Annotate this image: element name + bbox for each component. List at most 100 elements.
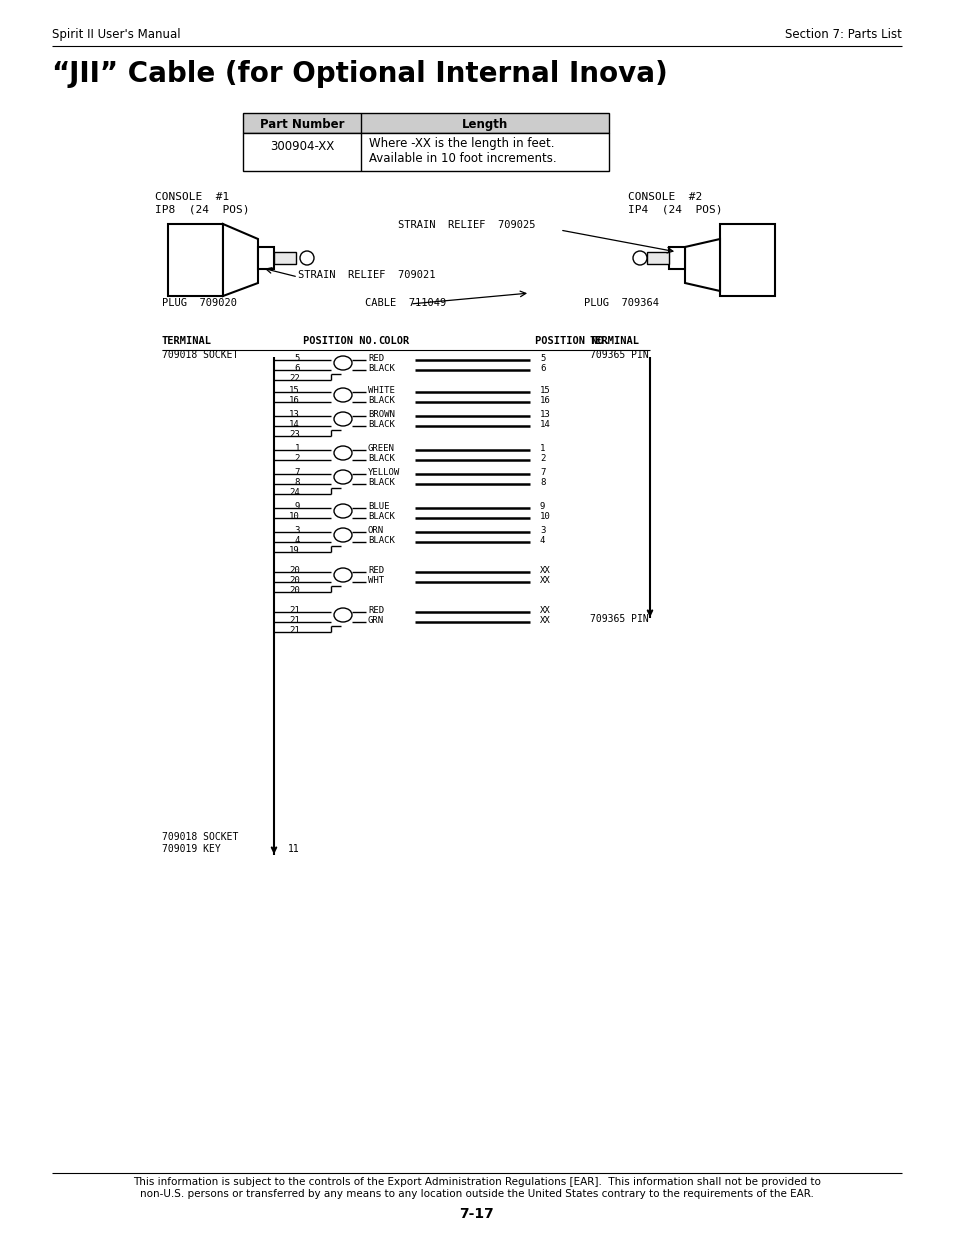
Text: STRAIN  RELIEF  709025: STRAIN RELIEF 709025: [397, 220, 535, 230]
Text: POSITION NO.: POSITION NO.: [535, 336, 609, 346]
Text: 24: 24: [289, 488, 299, 496]
Text: XX: XX: [539, 576, 550, 585]
Text: GREEN: GREEN: [368, 445, 395, 453]
Text: 21: 21: [289, 616, 299, 625]
Text: 4: 4: [539, 536, 545, 545]
Ellipse shape: [633, 251, 646, 266]
Text: 2: 2: [294, 454, 299, 463]
Text: 16: 16: [289, 396, 299, 405]
Text: 7: 7: [539, 468, 545, 477]
Ellipse shape: [334, 471, 352, 484]
Bar: [274, 252, 295, 264]
Text: IP8  (24  POS): IP8 (24 POS): [154, 205, 250, 215]
Text: 6: 6: [539, 364, 545, 373]
Ellipse shape: [334, 388, 352, 403]
Text: Spirit II User's Manual: Spirit II User's Manual: [52, 28, 180, 41]
Text: 300904-XX: 300904-XX: [270, 140, 334, 152]
Text: CABLE  711049: CABLE 711049: [365, 298, 446, 308]
Text: 5: 5: [294, 354, 299, 363]
Text: RED: RED: [368, 606, 384, 615]
Text: WHT: WHT: [368, 576, 384, 585]
Text: Available in 10 foot increments.: Available in 10 foot increments.: [369, 152, 556, 165]
Text: BLACK: BLACK: [368, 420, 395, 429]
Text: 19: 19: [289, 546, 299, 555]
Ellipse shape: [334, 529, 352, 542]
Text: RED: RED: [368, 354, 384, 363]
Text: STRAIN  RELIEF  709021: STRAIN RELIEF 709021: [297, 270, 435, 280]
Text: 709018 SOCKET: 709018 SOCKET: [162, 350, 238, 359]
Text: 15: 15: [289, 387, 299, 395]
Text: 23: 23: [289, 430, 299, 438]
Bar: [257, 247, 274, 269]
Ellipse shape: [299, 251, 314, 266]
Bar: [168, 224, 223, 296]
Text: 5: 5: [539, 354, 545, 363]
Text: 10: 10: [539, 513, 550, 521]
Text: XX: XX: [539, 606, 550, 615]
Text: BLACK: BLACK: [368, 478, 395, 487]
Text: non-U.S. persons or transferred by any means to any location outside the United : non-U.S. persons or transferred by any m…: [140, 1189, 813, 1199]
Polygon shape: [223, 224, 257, 296]
Text: 20: 20: [289, 566, 299, 576]
Polygon shape: [684, 240, 720, 291]
Text: 21: 21: [289, 626, 299, 635]
Text: Length: Length: [461, 119, 508, 131]
Text: GRN: GRN: [368, 616, 384, 625]
Text: BLACK: BLACK: [368, 364, 395, 373]
Ellipse shape: [334, 608, 352, 622]
Text: YELLOW: YELLOW: [368, 468, 400, 477]
Text: 3: 3: [294, 526, 299, 535]
Text: BLACK: BLACK: [368, 396, 395, 405]
Bar: [646, 252, 668, 264]
Text: WHITE: WHITE: [368, 387, 395, 395]
Text: 20: 20: [289, 576, 299, 585]
Bar: [243, 112, 608, 133]
Ellipse shape: [334, 356, 352, 370]
Text: 7: 7: [294, 468, 299, 477]
Text: CONSOLE  #2: CONSOLE #2: [627, 191, 701, 203]
Text: 10: 10: [289, 513, 299, 521]
Text: 14: 14: [289, 420, 299, 429]
Text: CONSOLE  #1: CONSOLE #1: [154, 191, 229, 203]
Text: 15: 15: [539, 387, 550, 395]
Text: Where -XX is the length in feet.: Where -XX is the length in feet.: [369, 137, 554, 149]
Text: 9: 9: [539, 501, 545, 511]
Ellipse shape: [334, 412, 352, 426]
Text: XX: XX: [539, 566, 550, 576]
Ellipse shape: [334, 504, 352, 517]
Text: POSITION NO.: POSITION NO.: [303, 336, 377, 346]
Text: 709019 KEY: 709019 KEY: [162, 844, 220, 853]
Text: XX: XX: [539, 616, 550, 625]
Text: 8: 8: [539, 478, 545, 487]
Text: 13: 13: [539, 410, 550, 419]
Text: 9: 9: [294, 501, 299, 511]
Text: IP4  (24  POS): IP4 (24 POS): [627, 205, 721, 215]
Text: 6: 6: [294, 364, 299, 373]
Text: PLUG  709020: PLUG 709020: [162, 298, 236, 308]
Text: 709018 SOCKET: 709018 SOCKET: [162, 832, 238, 842]
Text: 1: 1: [294, 445, 299, 453]
Ellipse shape: [334, 446, 352, 459]
Text: 16: 16: [539, 396, 550, 405]
Text: TERMINAL: TERMINAL: [589, 336, 639, 346]
Text: 20: 20: [289, 585, 299, 595]
Text: 1: 1: [539, 445, 545, 453]
Ellipse shape: [334, 568, 352, 582]
Text: 709365 PIN: 709365 PIN: [589, 614, 648, 624]
Text: RED: RED: [368, 566, 384, 576]
Text: BLUE: BLUE: [368, 501, 389, 511]
Text: This information is subject to the controls of the Export Administration Regulat: This information is subject to the contr…: [132, 1177, 821, 1187]
Text: 8: 8: [294, 478, 299, 487]
Text: 2: 2: [539, 454, 545, 463]
Text: 7-17: 7-17: [459, 1207, 494, 1221]
Text: 11: 11: [288, 844, 299, 853]
Text: 13: 13: [289, 410, 299, 419]
Text: 709365 PIN: 709365 PIN: [589, 350, 648, 359]
Bar: [720, 224, 774, 296]
Text: 4: 4: [294, 536, 299, 545]
Text: 22: 22: [289, 374, 299, 383]
Text: COLOR: COLOR: [377, 336, 409, 346]
Text: 14: 14: [539, 420, 550, 429]
Text: “JII” Cable (for Optional Internal Inova): “JII” Cable (for Optional Internal Inova…: [52, 61, 667, 88]
Text: Part Number: Part Number: [259, 119, 344, 131]
